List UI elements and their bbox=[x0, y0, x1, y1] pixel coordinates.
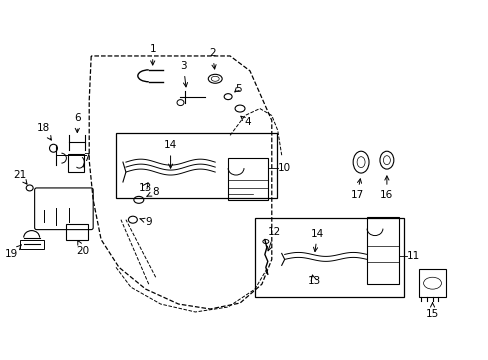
Bar bbox=[20, 239, 43, 249]
Bar bbox=[254, 218, 403, 297]
Text: 12: 12 bbox=[267, 226, 281, 251]
Text: 13: 13 bbox=[139, 183, 152, 193]
Text: 18: 18 bbox=[37, 123, 51, 140]
Text: 17: 17 bbox=[350, 179, 363, 200]
Text: 5: 5 bbox=[234, 84, 241, 94]
Text: 16: 16 bbox=[380, 176, 393, 200]
Text: 10: 10 bbox=[277, 163, 290, 173]
Text: 14: 14 bbox=[163, 140, 177, 168]
Text: 9: 9 bbox=[140, 217, 152, 227]
Text: 3: 3 bbox=[180, 61, 187, 87]
Bar bbox=[68, 154, 84, 172]
Bar bbox=[418, 269, 446, 297]
Text: 21: 21 bbox=[13, 170, 27, 184]
Text: 13: 13 bbox=[307, 276, 321, 286]
Text: 7: 7 bbox=[83, 153, 90, 163]
Text: 2: 2 bbox=[208, 48, 216, 69]
Text: 20: 20 bbox=[77, 240, 90, 256]
Bar bbox=[66, 224, 88, 239]
Text: 15: 15 bbox=[425, 303, 438, 319]
Text: 6: 6 bbox=[74, 113, 81, 132]
Bar bbox=[116, 133, 276, 198]
Text: 4: 4 bbox=[241, 116, 251, 127]
Text: 8: 8 bbox=[146, 187, 159, 197]
Text: 19: 19 bbox=[5, 245, 21, 260]
Bar bbox=[366, 217, 398, 284]
Text: 11: 11 bbox=[406, 251, 419, 261]
Bar bbox=[228, 158, 267, 200]
Text: 14: 14 bbox=[310, 229, 324, 252]
Text: 1: 1 bbox=[149, 44, 156, 65]
